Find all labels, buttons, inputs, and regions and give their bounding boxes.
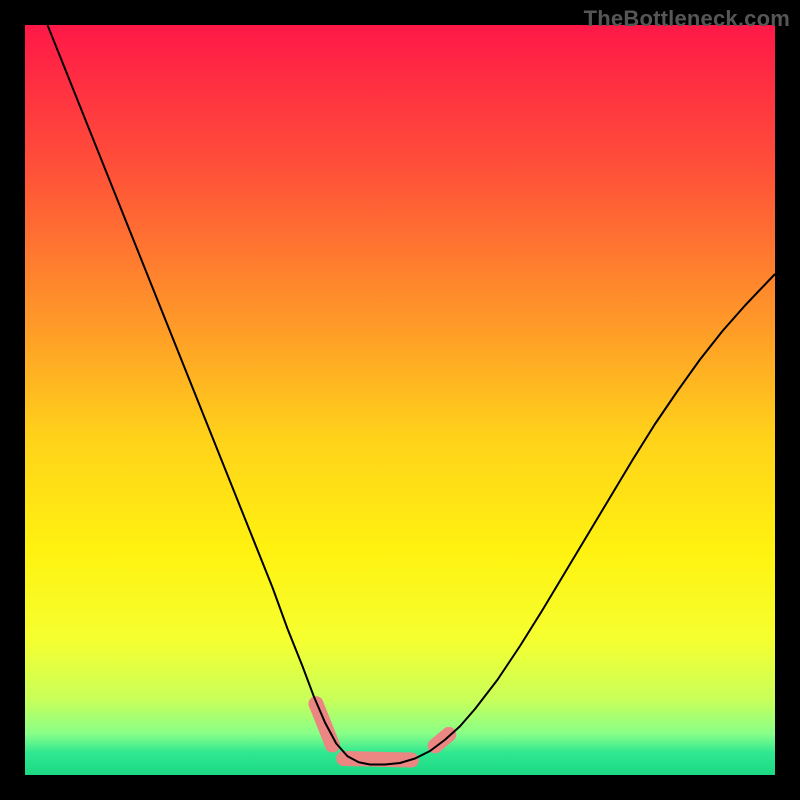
watermark-text: TheBottleneck.com — [584, 6, 790, 32]
chart-frame: TheBottleneck.com — [0, 0, 800, 800]
gradient-background — [25, 25, 775, 775]
plot-area — [25, 25, 775, 775]
bottleneck-chart-svg — [25, 25, 775, 775]
